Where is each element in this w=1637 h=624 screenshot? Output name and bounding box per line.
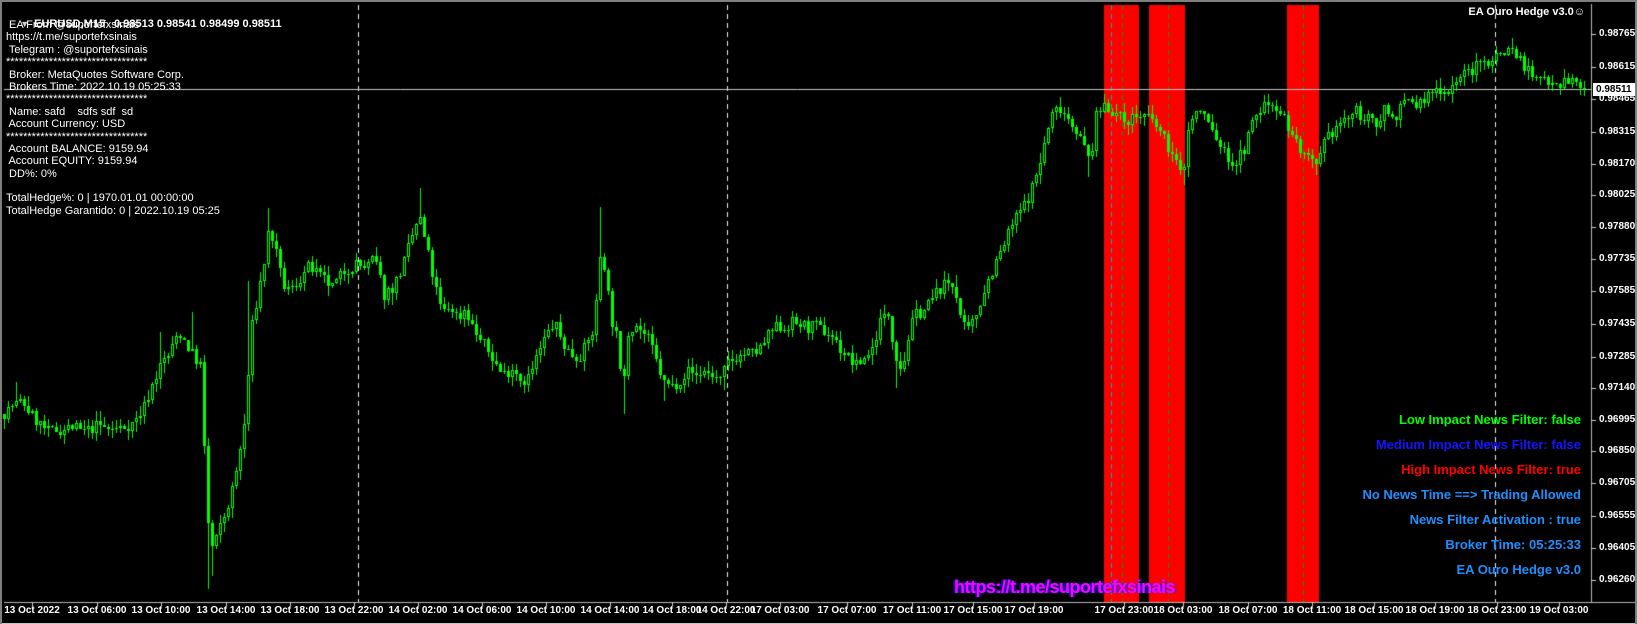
price-axis-label: 0.97435 <box>1599 317 1636 329</box>
ea-info-line: Account BALANCE: 9159.94 <box>6 142 149 155</box>
time-axis-label: 19 Oct 03:00 <box>1529 605 1589 616</box>
news-filter-line: No News Time ==> Trading Allowed <box>1362 487 1581 502</box>
time-axis-label: 17 Oct 11:00 <box>882 605 942 616</box>
time-axis-label: 18 Oct 07:00 <box>1218 605 1278 616</box>
price-axis-label: 0.97735 <box>1599 252 1636 264</box>
price-axis-label: 0.97285 <box>1599 350 1636 362</box>
time-axis-label: 17 Oct 03:00 <box>750 605 810 616</box>
price-axis-label: 0.97585 <box>1599 285 1636 297</box>
price-axis-label: 0.96705 <box>1599 477 1636 488</box>
ea-name-badge: EA Ouro Hedge v3.0☺ <box>1468 6 1585 18</box>
news-filter-line: High Impact News Filter: true <box>1401 462 1581 477</box>
news-filter-line: EA Ouro Hedge v3.0 <box>1456 562 1582 577</box>
ohlc-values: 0.98513 0.98541 0.98499 0.98511 <box>114 18 282 30</box>
ea-info-line: Name: safd sdfs sdf sd <box>6 105 134 118</box>
news-filter-line: Medium Impact News Filter: false <box>1375 437 1581 452</box>
time-axis-label: 18 Oct 03:00 <box>1153 605 1213 616</box>
price-axis-label: 0.98025 <box>1599 189 1636 201</box>
time-axis-label: 13 Oct 06:00 <box>67 605 127 616</box>
time-axis-label: 13 Oct 14:00 <box>196 605 256 616</box>
price-axis-label: 0.97880 <box>1599 220 1636 232</box>
price-axis-label: 0.98465 <box>1599 93 1636 105</box>
time-axis-label: 18 Oct 19:00 <box>1405 605 1465 616</box>
time-axis-label: 14 Oct 14:00 <box>580 605 640 616</box>
time-axis-label: 14 Oct 10:00 <box>516 605 576 616</box>
time-axis-label: 18 Oct 23:00 <box>1467 605 1527 616</box>
time-axis-label: 18 Oct 11:00 <box>1282 605 1342 616</box>
price-axis-label: 0.96405 <box>1599 542 1636 554</box>
price-axis[interactable]: 0.98765 0.98615 0.98465 0.98315 0.98170 0.980… <box>1593 2 1636 602</box>
time-axis-label: 17 Oct 23:00 <box>1094 605 1154 616</box>
time-axis-label: 13 Oct 18:00 <box>260 605 320 616</box>
ea-info-line: Broker: MetaQuotes Software Corp. <box>6 68 184 81</box>
time-axis-label: 13 Oct 2022 <box>4 605 60 616</box>
time-axis-label: 13 Oct 10:00 <box>131 605 191 616</box>
ea-info-line: ********************************* <box>6 130 148 143</box>
ea-info-line: Account EQUITY: 9159.94 <box>6 155 138 168</box>
time-axis-label: 17 Oct 07:00 <box>817 605 877 616</box>
ea-info-line: EA From @suportefxsinais <box>6 19 140 31</box>
price-axis-label: 0.96850 <box>1599 445 1636 457</box>
time-axis-label: 17 Oct 15:00 <box>943 605 1003 616</box>
time-axis-label: 14 Oct 02:00 <box>388 605 448 616</box>
telegram-watermark: https://t.me/suportefxsinais <box>954 577 1176 597</box>
ea-info-line: TotalHedge Garantido: 0 | 2022.10.19 05:… <box>6 204 220 217</box>
price-axis-label: 0.96260 <box>1599 574 1636 585</box>
ea-info-line: DD%: 0% <box>6 167 57 180</box>
news-filter-line: News Filter Activation : true <box>1409 512 1581 527</box>
chevron-down-icon[interactable]: ▼ <box>20 19 30 29</box>
current-price-label: 0.98511 <box>1593 83 1635 97</box>
ea-info-line: Brokers Time: 2022.10.19 05:25:33 <box>6 80 181 93</box>
news-filter-line: Low Impact News Filter: false <box>1398 412 1581 427</box>
time-axis-label: 18 Oct 15:00 <box>1344 605 1404 616</box>
price-axis-label: 0.96555 <box>1599 509 1636 521</box>
price-axis-label: 0.98170 <box>1599 157 1636 169</box>
price-axis-label: 0.98765 <box>1599 28 1636 39</box>
time-axis-label: 14 Oct 18:00 <box>642 605 702 616</box>
ea-info-line: Account Currency: USD <box>6 118 126 131</box>
price-axis-label: 0.98315 <box>1599 126 1636 138</box>
price-axis-label: 0.96995 <box>1599 413 1636 425</box>
symbol-timeframe-label: EURUSD,M15 <box>34 18 106 30</box>
ea-info-line: TotalHedge%: 0 | 1970.01.01 00:00:00 <box>6 192 194 205</box>
time-axis-label: 17 Oct 19:00 <box>1004 605 1064 616</box>
time-axis-label: 14 Oct 06:00 <box>452 605 512 616</box>
ea-info-panel: EA From @suportefxsinais https://t.me/sup… <box>6 19 220 217</box>
news-filter-line: Broker Time: 05:25:33 <box>1445 537 1581 552</box>
ea-info-line: https://t.me/suportefxsinais <box>6 31 137 44</box>
ea-info-line: ********************************* <box>6 93 148 106</box>
time-axis-label: 14 Oct 22:00 <box>696 605 756 616</box>
time-axis-label: 13 Oct 22:00 <box>324 605 384 616</box>
ea-info-line: ********************************* <box>6 56 148 69</box>
price-axis-label: 0.97140 <box>1599 382 1636 394</box>
ea-info-line: Telegram : @suportefxsinais <box>6 43 148 56</box>
chart-symbol-title: ▼ EURUSD,M15 0.98513 0.98541 0.98499 0.985… <box>8 6 282 42</box>
ea-info-line <box>6 180 220 192</box>
price-axis-label: 0.98615 <box>1599 60 1636 72</box>
time-axis[interactable]: 13 Oct 2022 13 Oct 06:00 13 Oct 10:00 13 Oc… <box>2 602 1635 623</box>
